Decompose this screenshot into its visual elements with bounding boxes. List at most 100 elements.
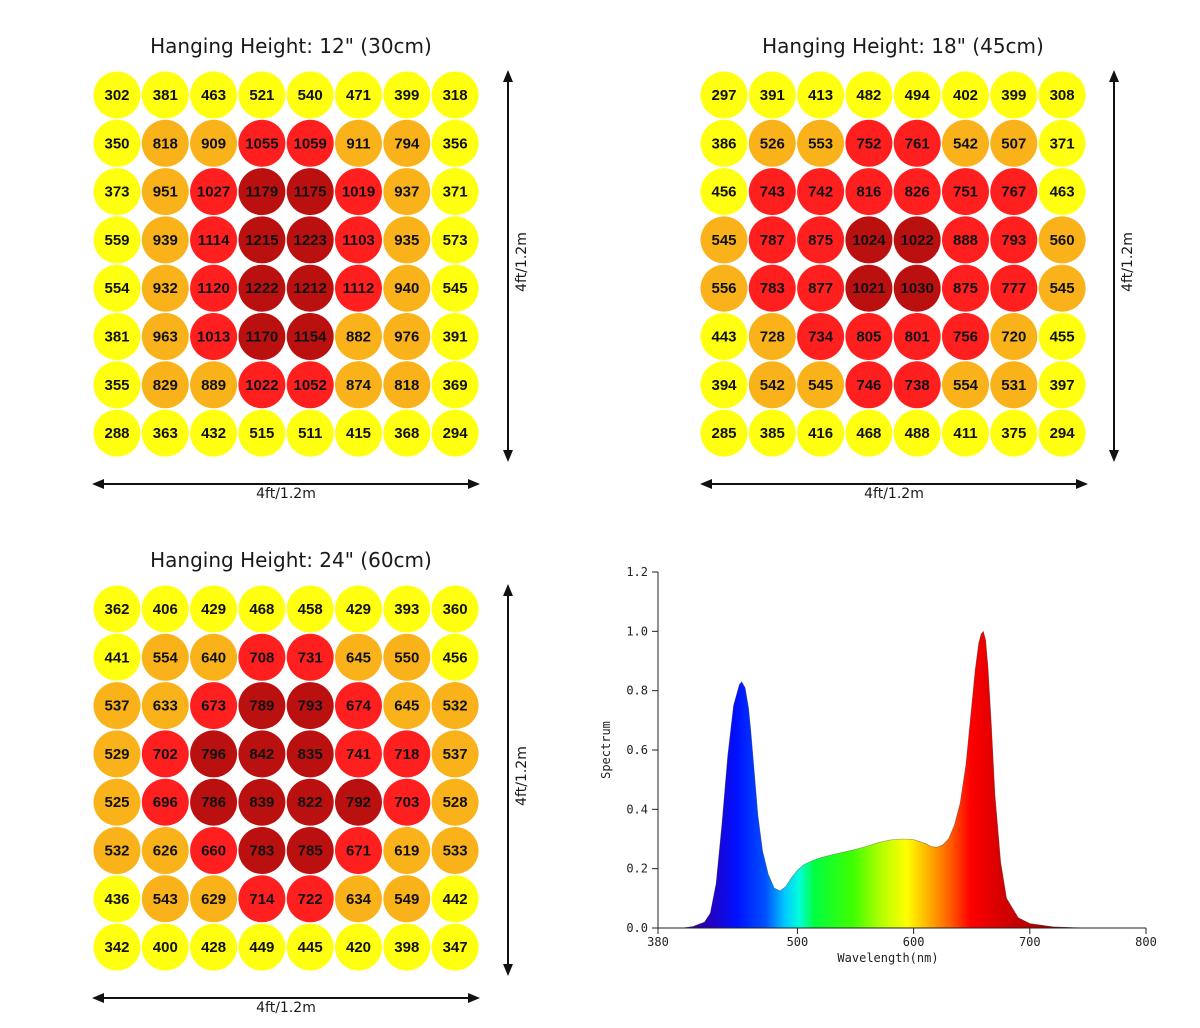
heatmap-cell <box>238 264 286 312</box>
heatmap-cell-value: 542 <box>953 135 978 152</box>
heatmap-cell <box>431 71 479 119</box>
heatmap-cell <box>93 409 141 457</box>
y-tick-label: 1.2 <box>626 565 648 579</box>
heatmap-cell-value: 385 <box>760 425 785 442</box>
heatmap-cell-value: 554 <box>153 649 179 666</box>
heatmap-cell <box>748 71 796 119</box>
heatmap-cell <box>286 168 334 216</box>
heatmap-cell-value: 368 <box>394 425 419 442</box>
heatmap-cell <box>335 409 382 457</box>
heatmap-cell-value: 1024 <box>852 232 886 249</box>
heatmap-cell-value: 785 <box>298 843 323 860</box>
heatmap-cell <box>335 682 382 730</box>
heatmap-title: Hanging Height: 18" (45cm) <box>762 34 1044 58</box>
heatmap-cell-value: 288 <box>104 425 129 442</box>
heatmap-cell <box>893 361 941 409</box>
heatmap-cell-value: 443 <box>711 329 736 346</box>
heatmap-cell-value: 1179 <box>246 184 279 201</box>
heatmap-cell-value: 386 <box>711 135 736 152</box>
heatmap-cell-value: 468 <box>856 425 881 442</box>
heatmap-cell <box>845 264 893 312</box>
heatmap-cell <box>383 875 431 923</box>
heatmap-cell-value: 511 <box>298 425 322 442</box>
heatmap-cell <box>238 168 286 216</box>
heatmap-cell <box>141 409 189 457</box>
heatmap-cell-value: 429 <box>346 601 371 618</box>
heatmap-cell <box>238 119 286 167</box>
heatmap-cell <box>238 633 286 681</box>
heatmap-cell <box>93 827 141 874</box>
heatmap-cell <box>797 264 845 312</box>
heatmap-cell-value: 1175 <box>294 184 327 201</box>
heatmap-cell <box>1038 216 1086 264</box>
heatmap-cell <box>431 585 479 633</box>
heatmap-cell <box>797 216 845 264</box>
heatmap-cell <box>286 264 334 312</box>
heatmap-cell <box>431 264 479 312</box>
heatmap-cell-value: 549 <box>394 891 419 908</box>
heatmap-cell-value: 756 <box>953 329 978 346</box>
y-tick-label: 0.0 <box>626 921 648 935</box>
heatmap-cell-value: 532 <box>443 698 468 715</box>
heatmap-cell-value: 554 <box>104 280 130 297</box>
heatmap-cell-value: 553 <box>808 135 833 152</box>
heatmap-cell <box>335 827 382 874</box>
heatmap-cell-value: 939 <box>153 232 178 249</box>
heatmap-cell <box>335 585 382 633</box>
heatmap-cell <box>286 827 334 874</box>
heatmap-cell-value: 347 <box>443 939 468 956</box>
heatmap-cell <box>893 71 941 119</box>
heatmap-cell-value: 363 <box>153 425 178 442</box>
heatmap-cell <box>893 168 941 216</box>
heatmap-cell <box>990 264 1038 312</box>
heatmap-cell <box>1038 168 1086 216</box>
horizontal-dimension-label: 4ft/1.2m <box>256 1000 316 1016</box>
x-tick-label: 700 <box>1019 935 1041 949</box>
heatmap-cell <box>190 730 238 778</box>
heatmap-cell <box>942 313 989 360</box>
heatmap-cell-value: 308 <box>1050 87 1075 104</box>
heatmap-cell-value: 742 <box>808 184 833 201</box>
heatmap-cell-value: 455 <box>1050 329 1075 346</box>
heatmap-cell <box>286 682 334 730</box>
heatmap-cell <box>700 168 748 216</box>
heatmap-cell <box>700 119 748 167</box>
heatmap-cell <box>141 827 189 874</box>
heatmap-cell-value: 381 <box>153 87 178 104</box>
heatmap-cell-value: 829 <box>153 377 178 394</box>
heatmap-cell-value: 442 <box>443 891 468 908</box>
ppfd-grid-24in: 362 406 429 468 458 429 393 360 441 554 640 708 731 6… <box>93 585 479 971</box>
heatmap-cell <box>797 361 845 409</box>
heatmap-cell <box>845 71 893 119</box>
heatmap-cell-value: 411 <box>953 425 977 442</box>
heatmap-cell <box>845 409 893 457</box>
heatmap-cell <box>383 119 431 167</box>
heatmap-cell <box>286 633 334 681</box>
horizontal-dimension-label: 4ft/1.2m <box>864 486 924 502</box>
heatmap-cell <box>335 168 382 216</box>
heatmap-cell <box>845 313 893 360</box>
heatmap-cell-value: 738 <box>905 377 930 394</box>
heatmap-cell <box>141 778 189 826</box>
heatmap-cell-value: 937 <box>394 184 419 201</box>
heatmap-cell-value: 796 <box>201 746 226 763</box>
heatmap-cell <box>286 119 334 167</box>
heatmap-cell-value: 976 <box>394 329 419 346</box>
heatmap-cell-value: 554 <box>953 377 979 394</box>
x-tick-label: 500 <box>787 935 809 949</box>
heatmap-cell-value: 1223 <box>294 232 327 249</box>
heatmap-cell-value: 1022 <box>245 377 278 394</box>
heatmap-cell-value: 793 <box>1001 232 1026 249</box>
vertical-dimension-label: 4ft/1.2m <box>514 232 530 292</box>
heatmap-cell <box>431 119 479 167</box>
heatmap-cell-value: 402 <box>953 87 978 104</box>
heatmap-cell-value: 294 <box>1050 425 1076 442</box>
heatmap-cell <box>383 585 431 633</box>
heatmap-cell-value: 399 <box>1001 87 1026 104</box>
horizontal-dimension-arrow <box>92 993 480 1003</box>
heatmap-cell <box>335 264 382 312</box>
heatmap-cell-value: 529 <box>104 746 129 763</box>
y-tick-label: 0.4 <box>626 802 648 816</box>
heatmap-cell <box>431 313 479 360</box>
heatmap-cell-value: 722 <box>298 891 323 908</box>
